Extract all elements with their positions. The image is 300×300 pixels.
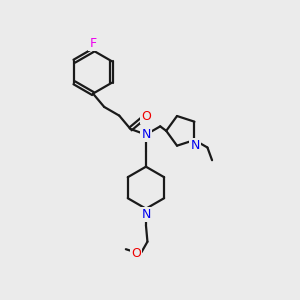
Text: O: O [131,247,141,260]
Text: N: N [141,128,151,141]
Text: N: N [190,139,200,152]
Text: N: N [141,208,151,220]
Text: F: F [89,37,97,50]
Text: O: O [142,110,152,123]
